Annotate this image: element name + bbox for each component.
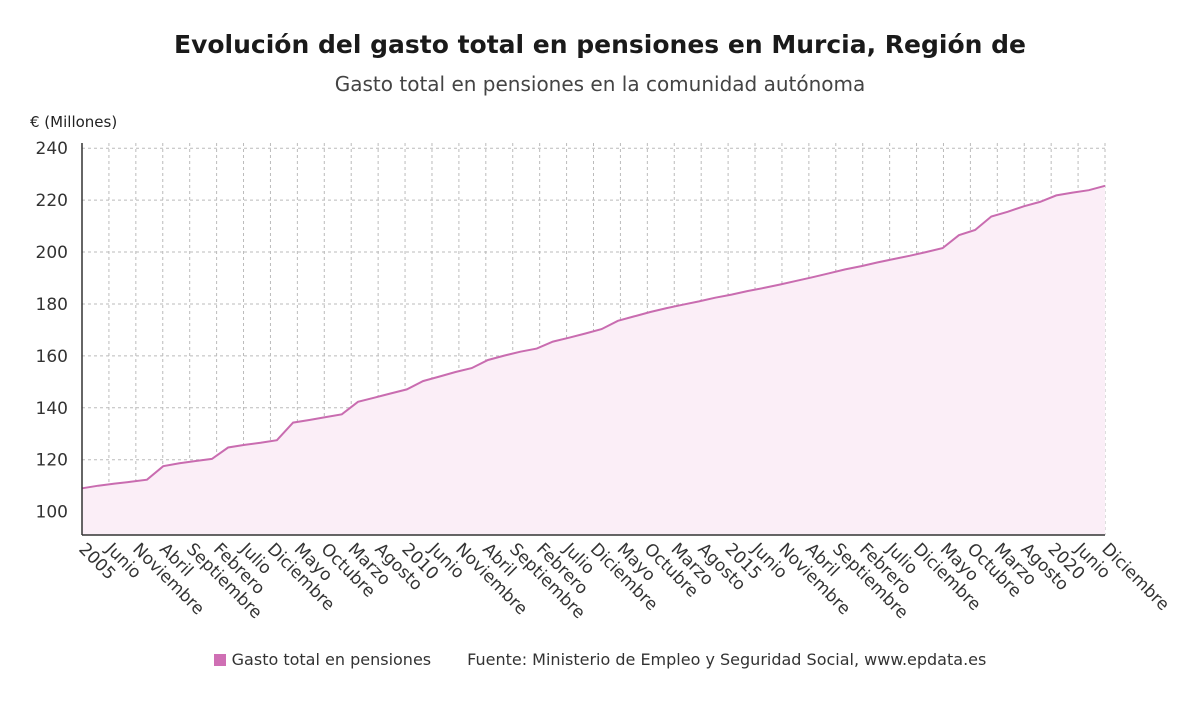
- legend: Gasto total en pensiones: [213, 650, 432, 669]
- x-tick-labels: 2005JunioNoviembreAbrilSeptiembreFebrero…: [74, 539, 1173, 623]
- axes: [81, 143, 1105, 536]
- legend-label: Gasto total en pensiones: [231, 650, 432, 669]
- y-tick-label: 160: [36, 347, 68, 367]
- chart-subtitle: Gasto total en pensiones en la comunidad…: [334, 72, 866, 96]
- y-tick-label: 180: [36, 295, 68, 315]
- x-tick-label: Diciembre: [1097, 539, 1173, 615]
- chart-title: Evolución del gasto total en pensiones e…: [174, 30, 1026, 59]
- y-tick-label: 240: [36, 139, 68, 159]
- y-tick-label: 100: [36, 503, 68, 523]
- source-note: Fuente: Ministerio de Empleo y Seguridad…: [467, 650, 987, 669]
- pension-area-chart: € (Millones) 100 120 140 160 180 200 220 240 20…: [30, 113, 1173, 623]
- y-axis-label: € (Millones): [30, 113, 117, 131]
- series-area-fill: [82, 185, 1105, 536]
- y-tick-label: 140: [36, 399, 68, 419]
- y-tick-label: 200: [36, 243, 68, 263]
- y-tick-labels: 100 120 140 160 180 200 220 240: [36, 139, 68, 522]
- series-line: [81, 184, 1106, 490]
- y-tick-label: 120: [36, 451, 68, 471]
- y-tick-label: 220: [36, 191, 68, 211]
- chart-footer: Gasto total en pensiones Fuente: Ministe…: [0, 650, 1200, 669]
- legend-swatch: [213, 653, 226, 666]
